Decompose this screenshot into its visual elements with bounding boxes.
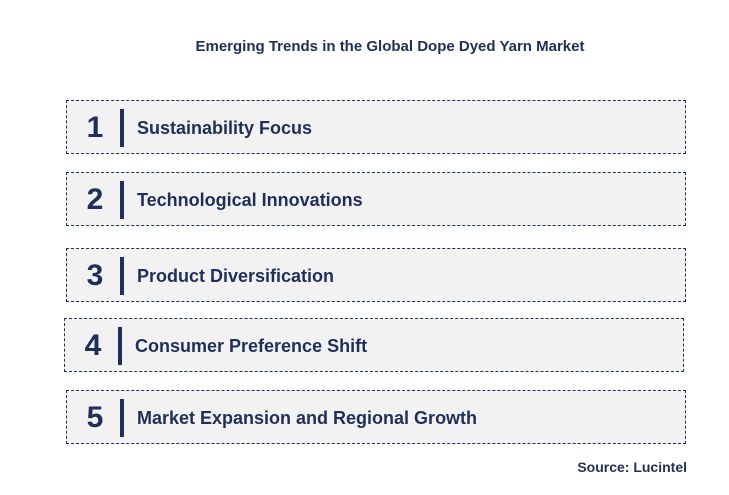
trend-box: 5 Market Expansion and Regional Growth bbox=[66, 390, 686, 444]
divider bbox=[120, 257, 124, 295]
trend-box: 1 Sustainability Focus bbox=[66, 100, 686, 154]
trend-label: Sustainability Focus bbox=[137, 118, 313, 138]
trend-number: 4 bbox=[84, 329, 102, 362]
divider bbox=[120, 399, 124, 437]
divider bbox=[120, 109, 124, 147]
trend-box: 4 Consumer Preference Shift bbox=[64, 318, 684, 372]
trend-box: 3 Product Diversification bbox=[66, 248, 686, 302]
trend-number: 3 bbox=[86, 259, 104, 292]
trend-number: 5 bbox=[86, 401, 104, 434]
trend-box: 2 Technological Innovations bbox=[66, 172, 686, 226]
source: Source: Lucintel bbox=[577, 459, 687, 475]
trend-label: Market Expansion and Regional Growth bbox=[137, 408, 478, 428]
trend-label: Consumer Preference Shift bbox=[135, 336, 368, 356]
divider bbox=[120, 181, 124, 219]
title: Emerging Trends in the Global Dope Dyed … bbox=[195, 38, 585, 55]
trend-number: 2 bbox=[86, 183, 104, 216]
trend-label: Product Diversification bbox=[137, 266, 335, 286]
trend-label: Technological Innovations bbox=[137, 190, 363, 210]
trend-number: 1 bbox=[86, 111, 104, 144]
divider bbox=[118, 327, 122, 365]
